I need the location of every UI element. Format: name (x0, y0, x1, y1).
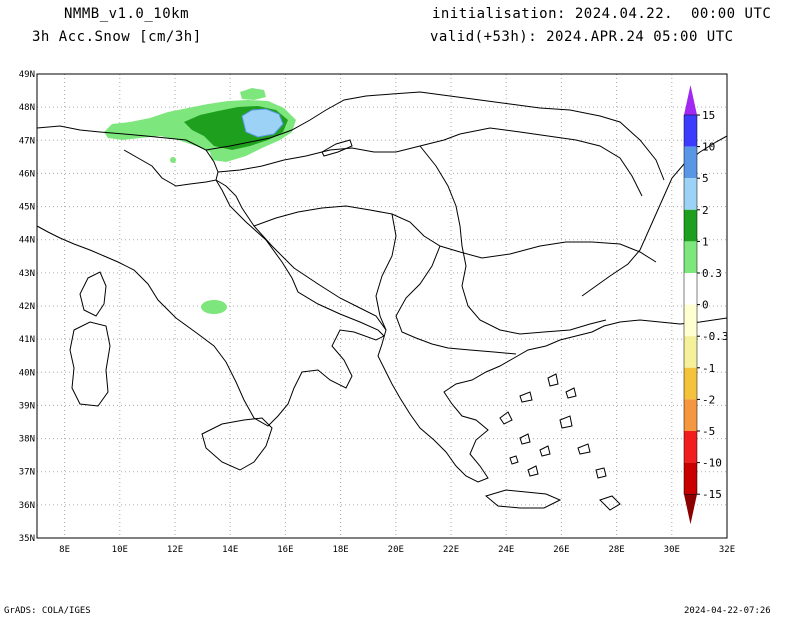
footer-credit: GrADS: COLA/IGES (4, 606, 91, 616)
colorbar-label: 1 (702, 235, 709, 248)
lat-tick-label: 42N (19, 302, 35, 312)
init-time: initialisation: 2024.04.22. 00:00 UTC (432, 6, 771, 22)
colorbar-segment (684, 462, 697, 495)
longitude-labels: 8E 10E 12E 14E 16E 18E 20E 22E 24E 26E 28E 30E 32E (59, 545, 735, 555)
lat-tick-label: 35N (19, 534, 35, 544)
coastline-adriatic-east (215, 179, 727, 483)
colorbar-label: -0.3 (702, 330, 729, 343)
lon-tick-label: 8E (59, 545, 70, 555)
footer-timestamp: 2024-04-22-07:26 (684, 606, 771, 616)
valid-label: valid(+53h): (430, 29, 538, 45)
colorbar: 15 10 5 2 1 0.3 0 -0.3 -1 -2 -5 -10 -15 (683, 85, 729, 525)
snow-area-apennines (201, 300, 227, 314)
coastline-aegean-islands (499, 373, 607, 479)
lat-tick-label: 44N (19, 236, 35, 246)
colorbar-label: -5 (702, 425, 715, 438)
borders-hungary-south (217, 133, 461, 173)
snow-area-north-patch (240, 88, 266, 100)
colorbar-label: -15 (702, 488, 722, 501)
borders-balkans-2 (375, 213, 397, 331)
borders-balkans-4 (395, 245, 517, 355)
valid-value: 2024.APR.24 05:00 UTC (546, 29, 734, 45)
colorbar-label: -1 (702, 362, 715, 375)
borders-alps (37, 125, 219, 181)
lat-tick-label: 37N (19, 468, 35, 478)
lon-tick-label: 22E (443, 545, 459, 555)
lon-tick-label: 12E (167, 545, 183, 555)
colorbar-label: 0 (702, 299, 709, 312)
colorbar-segment (684, 304, 697, 337)
lon-tick-label: 24E (498, 545, 514, 555)
coastline-corsica (79, 271, 107, 317)
coastline-sicily (201, 417, 273, 471)
lon-tick-label: 26E (553, 545, 569, 555)
colorbar-segment (684, 431, 697, 463)
colorbar-label: 2 (702, 204, 709, 217)
colorbar-label: 15 (702, 109, 715, 122)
lat-tick-label: 43N (19, 269, 35, 279)
colorbar-label: 0.3 (702, 267, 722, 280)
lon-tick-label: 10E (112, 545, 128, 555)
lat-tick-label: 38N (19, 435, 35, 445)
colorbar-segment (684, 115, 697, 147)
lat-lon-grid (37, 74, 727, 538)
colorbar-segment (684, 241, 697, 273)
colorbar-top-arrow (684, 85, 697, 115)
lat-tick-label: 40N (19, 368, 35, 378)
valid-time: valid(+53h): 2024.APR.24 05:00 UTC (430, 29, 734, 45)
coastlines-borders (37, 91, 727, 511)
lon-tick-label: 20E (388, 545, 404, 555)
snow-area-light-blue (241, 108, 284, 138)
lon-tick-label: 16E (277, 545, 293, 555)
lat-tick-label: 48N (19, 103, 35, 113)
coastline-crete (484, 489, 562, 509)
colorbar-segment (684, 178, 697, 210)
lat-tick-label: 41N (19, 335, 35, 345)
snow-area-small (170, 157, 176, 163)
colorbar-segment (684, 367, 697, 400)
init-label: initialisation: (432, 6, 566, 22)
lat-tick-label: 47N (19, 136, 35, 146)
lat-tick-label: 46N (19, 169, 35, 179)
lat-tick-label: 49N (19, 70, 35, 80)
lon-tick-label: 32E (719, 545, 735, 555)
borders-balkans-3 (419, 145, 607, 335)
coastline-italy-adriatic-west (37, 149, 385, 427)
colorbar-segment (684, 273, 697, 305)
colorbar-segment (684, 399, 697, 431)
borders-romania (459, 127, 643, 197)
field-title: 3h Acc.Snow [cm/3h] (32, 29, 202, 45)
colorbar-label: 10 (702, 141, 715, 154)
coastline-cyprus-edge (599, 495, 621, 511)
colorbar-label: -10 (702, 457, 722, 470)
lon-tick-label: 14E (222, 545, 238, 555)
lon-tick-label: 18E (332, 545, 348, 555)
init-value: 2024.04.22. 00:00 UTC (574, 6, 772, 22)
lat-tick-label: 36N (19, 501, 35, 511)
colorbar-segment (684, 209, 697, 242)
lat-tick-label: 39N (19, 401, 35, 411)
model-title: NMMB_v1.0_10km (64, 6, 190, 22)
map-frame (36, 73, 728, 539)
colorbar-segment (684, 336, 697, 368)
colorbar-segment (684, 146, 697, 179)
latitude-labels: 49N 48N 47N 46N 45N 44N 43N 42N 41N 40N 39N 38N 37N 3… (19, 70, 35, 544)
borders-central-europe (205, 91, 665, 181)
lon-tick-label: 28E (608, 545, 624, 555)
coastline-black-sea (581, 135, 727, 297)
snow-shading (104, 88, 296, 314)
colorbar-label: 5 (702, 172, 709, 185)
lon-tick-label: 30E (664, 545, 680, 555)
coastline-sardinia (69, 321, 111, 407)
colorbar-label: -2 (702, 393, 715, 406)
lat-tick-label: 45N (19, 203, 35, 213)
colorbar-bottom-arrow (684, 494, 697, 525)
lake-balaton (321, 139, 353, 157)
